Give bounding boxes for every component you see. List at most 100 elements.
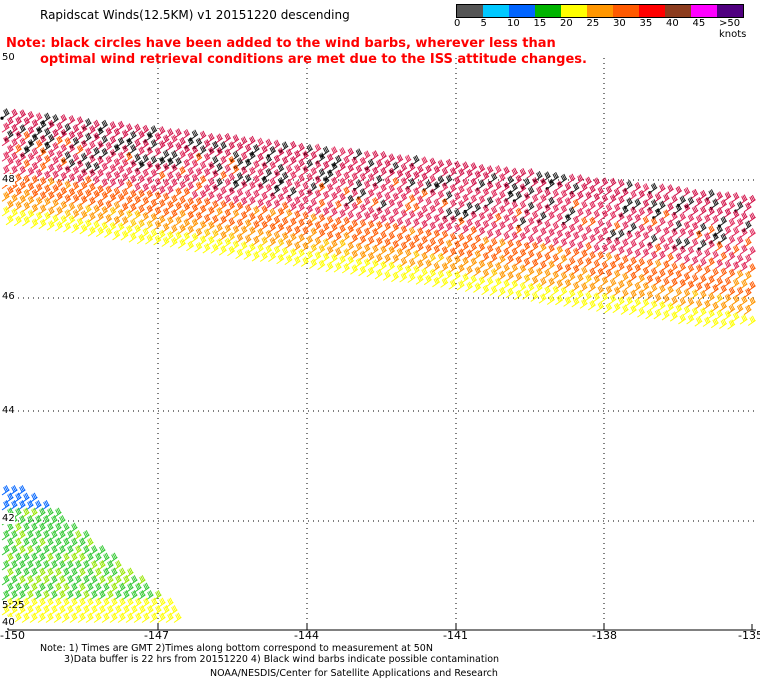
wind-barb [54, 206, 63, 217]
wind-barb [575, 241, 584, 252]
wind-barb [661, 260, 670, 271]
wind-barb [399, 272, 408, 283]
wind-barb [284, 238, 293, 250]
wind-barb [276, 207, 285, 218]
wind-barb [109, 582, 118, 593]
wind-barb [534, 251, 543, 262]
wind-barb [227, 141, 236, 152]
wind-barb [440, 182, 449, 193]
wind-barb [255, 182, 264, 193]
wind-barb [456, 185, 465, 196]
colorbar-swatch [587, 5, 613, 17]
wind-barb [333, 185, 342, 197]
wind-barb [112, 127, 121, 139]
wind-barb [321, 252, 330, 263]
wind-barb [505, 239, 514, 250]
wind-barb [563, 247, 572, 259]
wind-barb [407, 258, 416, 269]
wind-barb [9, 545, 18, 556]
wind-barb [616, 178, 625, 190]
wind-barb [493, 197, 502, 208]
wind-barb [292, 256, 301, 267]
wind-barb [129, 590, 138, 601]
wind-barb [61, 537, 70, 548]
wind-barb [13, 116, 22, 127]
wind-barb [214, 146, 223, 158]
wind-barb [113, 590, 122, 601]
wind-barb [358, 235, 367, 246]
wind-barb [518, 248, 527, 259]
wind-barb [223, 194, 232, 205]
wind-barb [235, 188, 244, 199]
wind-barb [579, 200, 588, 211]
wind-barb [567, 223, 576, 235]
wind-barb [538, 242, 547, 254]
wind-barb [436, 237, 445, 249]
wind-barb [329, 239, 338, 250]
wind-barb [177, 150, 186, 161]
wind-barb [370, 244, 379, 255]
lon-label-135: -135 [738, 629, 760, 642]
wind-barb [22, 116, 31, 128]
wind-barb [522, 208, 531, 219]
wind-barb [157, 597, 166, 608]
wind-barb [34, 139, 43, 150]
wind-barb [63, 165, 72, 176]
wind-barb [350, 249, 359, 261]
wind-barb [29, 492, 38, 503]
wind-barb [501, 181, 510, 193]
wind-barb [75, 203, 84, 214]
wind-barb [633, 213, 642, 225]
wind-barb [190, 203, 199, 215]
wind-barb [448, 232, 457, 243]
wind-barb [9, 485, 18, 496]
wind-barb [641, 199, 650, 210]
wind-barb [109, 552, 118, 563]
wind-barb [105, 605, 114, 616]
wind-barb [97, 560, 106, 571]
wind-barb [296, 248, 305, 259]
wind-barb [116, 193, 125, 204]
wind-barb [382, 192, 391, 203]
wind-barb [743, 237, 752, 248]
wind-barb [223, 224, 232, 235]
wind-barb [87, 212, 96, 223]
wind-barb [145, 590, 154, 601]
wind-barb [382, 237, 391, 249]
wind-barb [116, 120, 125, 132]
wind-barb [194, 152, 203, 163]
wind-barb [366, 220, 375, 231]
wind-barb [440, 167, 449, 178]
wind-barb [67, 130, 76, 142]
wind-barb [46, 190, 55, 202]
wind-barb [460, 161, 469, 172]
wind-barb [61, 567, 70, 578]
wind-barb [121, 575, 130, 586]
wind-barb [329, 176, 338, 188]
wind-barb [61, 597, 70, 608]
wind-barb [112, 201, 121, 212]
wind-barb [422, 180, 432, 192]
wind-barb [382, 176, 391, 187]
wind-barb [46, 163, 55, 175]
wind-barb [124, 123, 133, 134]
wind-barb [145, 146, 154, 157]
wind-barb [346, 255, 355, 267]
wind-barb [182, 187, 191, 198]
wind-barb [63, 194, 72, 205]
wind-barb [579, 298, 588, 309]
wind-barb [702, 316, 711, 327]
wind-barb [153, 605, 162, 616]
wind-barb [514, 239, 523, 250]
wind-barb [448, 215, 457, 226]
wind-barb [403, 264, 412, 276]
wind-barb [460, 193, 469, 205]
wind-barb [624, 214, 633, 225]
wind-barb [497, 238, 506, 249]
wind-barb [423, 259, 432, 270]
wind-barb [559, 189, 568, 200]
wind-barb [337, 209, 346, 220]
wind-barb [346, 224, 355, 236]
wind-barb [436, 159, 445, 170]
wind-barb [113, 560, 122, 571]
